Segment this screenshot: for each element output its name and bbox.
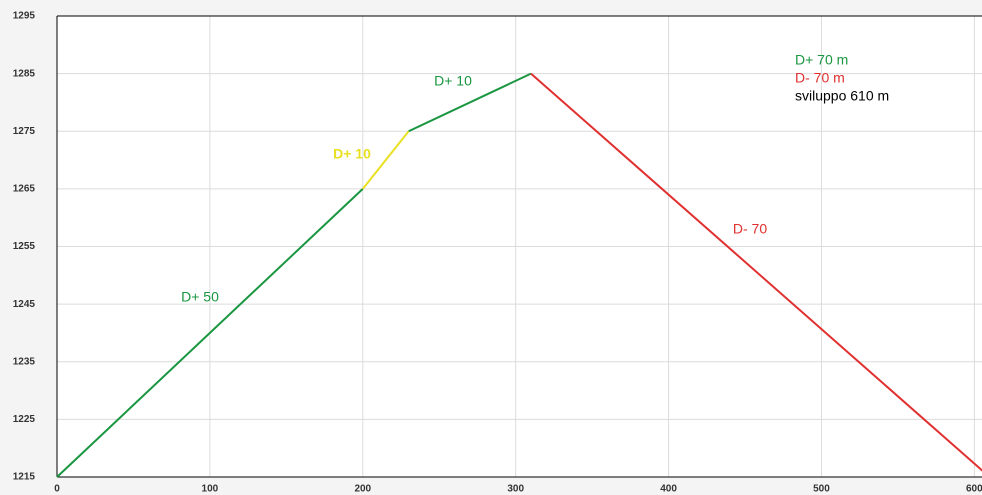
y-tick-label: 1265 [13,184,36,195]
y-tick-label: 1215 [13,472,36,483]
x-tick-label: 100 [202,484,219,495]
summary-text: D- 70 m [795,70,845,86]
x-tick-label: 400 [660,484,677,495]
y-tick-label: 1225 [13,414,36,425]
line [530,72,982,472]
summary-text: sviluppo 610 m [795,88,889,104]
annotation: D+ 10 [434,73,472,89]
annotation: D+ 50 [181,289,219,305]
y-tick-label: 1285 [13,68,36,79]
x-tick-label: 200 [354,484,371,495]
x-tick-label: 0 [54,484,60,495]
y-tick-label: 1245 [13,299,36,310]
annotation: D- 70 [733,221,767,237]
annotation: D+ 10 [333,146,371,162]
line [408,72,532,133]
x-tick-label: 600 [966,484,982,495]
y-tick-label: 1275 [13,126,36,137]
y-tick-label: 1235 [13,356,36,367]
y-tick-label: 1295 [13,11,36,22]
x-tick-label: 500 [813,484,830,495]
summary-text: D+ 70 m [795,52,848,68]
x-tick-label: 300 [507,484,524,495]
line [56,188,364,478]
line [362,130,410,190]
y-tick-label: 1255 [13,241,36,252]
